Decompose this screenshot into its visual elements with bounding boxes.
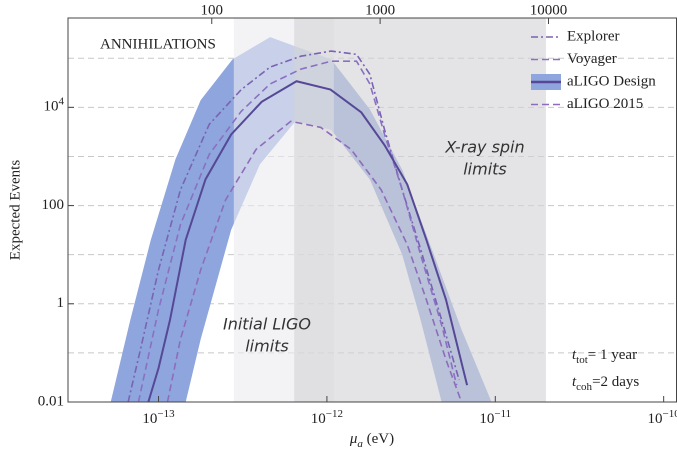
label-sub: a: [357, 438, 363, 450]
ann-sub: tot: [576, 354, 588, 366]
y-axis-label: Expected Events: [7, 160, 23, 261]
tick-base: 10: [142, 411, 157, 427]
label-base: μ: [349, 431, 358, 447]
legend-label: aLIGO Design: [567, 73, 656, 89]
legend-label: Voyager: [567, 51, 617, 67]
legend-label: Explorer: [567, 28, 619, 44]
tick-base: 10: [311, 411, 326, 427]
series-line: [147, 80, 469, 402]
y-tick-label: 1: [57, 295, 65, 311]
y-tick-label: 0.01: [38, 393, 64, 409]
time-annotation: tcoh=2 days: [572, 374, 639, 392]
x2-tick-label: 100: [201, 2, 224, 18]
tick-exp: −10: [663, 408, 677, 420]
y-tick-label: 104: [44, 95, 65, 115]
x2-tick-label: 1000: [365, 2, 395, 18]
tick-base: 10: [44, 99, 59, 115]
ann-rest: = 1 year: [588, 347, 637, 363]
y-tick-label: 100: [42, 197, 65, 213]
x2-tick-label: 10000: [530, 2, 568, 18]
ann-sub: coh: [576, 381, 592, 393]
x-tick-label: 10−10: [648, 408, 677, 428]
tick-exp: −11: [494, 408, 511, 420]
region-label: X-ray spin: [444, 138, 524, 157]
tick-base: 10: [479, 411, 494, 427]
tick-exp: 4: [59, 95, 65, 107]
x-axis-label: μa (eV): [349, 431, 394, 449]
x-tick-label: 10−12: [311, 408, 343, 428]
tick-exp: −13: [157, 408, 175, 420]
series-line: [127, 50, 460, 402]
plot-area: [68, 18, 677, 402]
excluded-region: [294, 18, 546, 402]
x-tick-label: 10−11: [479, 408, 511, 428]
ann-rest: =2 days: [592, 374, 639, 390]
series-line: [166, 120, 463, 402]
process-label: ANNIHILATIONS: [100, 36, 216, 52]
uncertainty-band: [110, 37, 492, 402]
region-label: Initial LIGO: [223, 315, 311, 334]
tick-exp: −12: [326, 408, 343, 420]
region-label: limits: [245, 337, 289, 356]
ann-base: t: [572, 347, 577, 363]
ann-base: t: [572, 374, 577, 390]
region-label: limits: [463, 160, 507, 179]
time-annotation: ttot= 1 year: [572, 347, 637, 365]
label-rest: (eV): [363, 431, 394, 447]
x-tick-label: 10−13: [142, 408, 175, 428]
tick-base: 10: [648, 411, 663, 427]
legend-label: aLIGO 2015: [567, 96, 643, 112]
